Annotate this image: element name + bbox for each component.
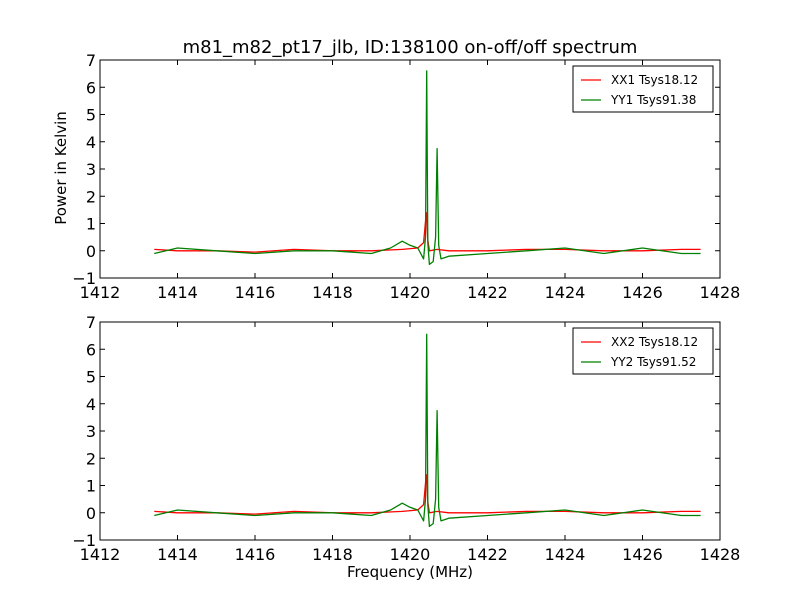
y-tick-label: 3 (86, 422, 96, 441)
x-tick-label: 1428 (700, 283, 741, 302)
legend-label: XX2 Tsys18.12 (611, 335, 698, 349)
x-tick-label: 1422 (467, 283, 508, 302)
y-tick-label: 5 (86, 368, 96, 387)
x-tick-label: 1414 (157, 545, 198, 564)
plot-frame (99, 321, 721, 541)
y-axis-label: Power in Kelvin (52, 111, 70, 225)
plot-frame (99, 59, 721, 279)
y-tick-label: 1 (86, 215, 96, 234)
y-tick-label: 2 (86, 449, 96, 468)
x-tick-label: 1416 (235, 283, 276, 302)
x-axis-label: Frequency (MHz) (347, 563, 473, 581)
x-tick-label: 1412 (80, 283, 121, 302)
x-tick-label: 1424 (545, 545, 586, 564)
x-tick-label: 1424 (545, 283, 586, 302)
y-tick-label: 5 (86, 106, 96, 125)
y-tick-label: 0 (86, 504, 96, 523)
x-tick-label: 1426 (622, 283, 663, 302)
x-tick-label: 1428 (700, 545, 741, 564)
y-tick-label: 7 (86, 313, 96, 332)
series-line-yy (154, 333, 701, 528)
legend-label: YY1 Tsys91.38 (610, 93, 696, 107)
x-tick-label: 1412 (80, 545, 121, 564)
y-tick-label: 0 (86, 242, 96, 261)
y-tick-label: 4 (86, 133, 96, 152)
legend-label: XX1 Tsys18.12 (611, 73, 698, 87)
series-line-yy (154, 70, 701, 266)
x-tick-label: 1418 (312, 283, 353, 302)
legend-box (572, 65, 714, 113)
y-tick-label: 6 (86, 340, 96, 359)
x-tick-label: 1414 (157, 283, 198, 302)
x-tick-label: 1420 (390, 545, 431, 564)
x-tick-label: 1420 (390, 283, 431, 302)
x-tick-label: 1422 (467, 545, 508, 564)
x-tick-label: 1416 (235, 545, 276, 564)
y-tick-label: −1 (72, 531, 96, 550)
y-tick-label: 7 (86, 51, 96, 70)
y-tick-label: 4 (86, 395, 96, 414)
legend-box (572, 327, 714, 375)
bottom-spectrum-panel: 1412 1414 1416 1418 1420 1422 1424 1426 1428−101… (72, 313, 740, 564)
y-tick-label: 6 (86, 78, 96, 97)
top-spectrum-panel: 1412 1414 1416 1418 1420 1422 1424 1426 1428−101… (72, 51, 740, 302)
x-tick-label: 1418 (312, 545, 353, 564)
x-tick-label: 1426 (622, 545, 663, 564)
legend-label: YY2 Tsys91.52 (610, 355, 696, 369)
y-tick-label: 3 (86, 160, 96, 179)
chart-title: m81_m82_pt17_jlb, ID:138100 on-off/off s… (183, 37, 638, 58)
y-tick-label: 1 (86, 477, 96, 496)
y-tick-label: 2 (86, 187, 96, 206)
y-tick-label: −1 (72, 269, 96, 288)
